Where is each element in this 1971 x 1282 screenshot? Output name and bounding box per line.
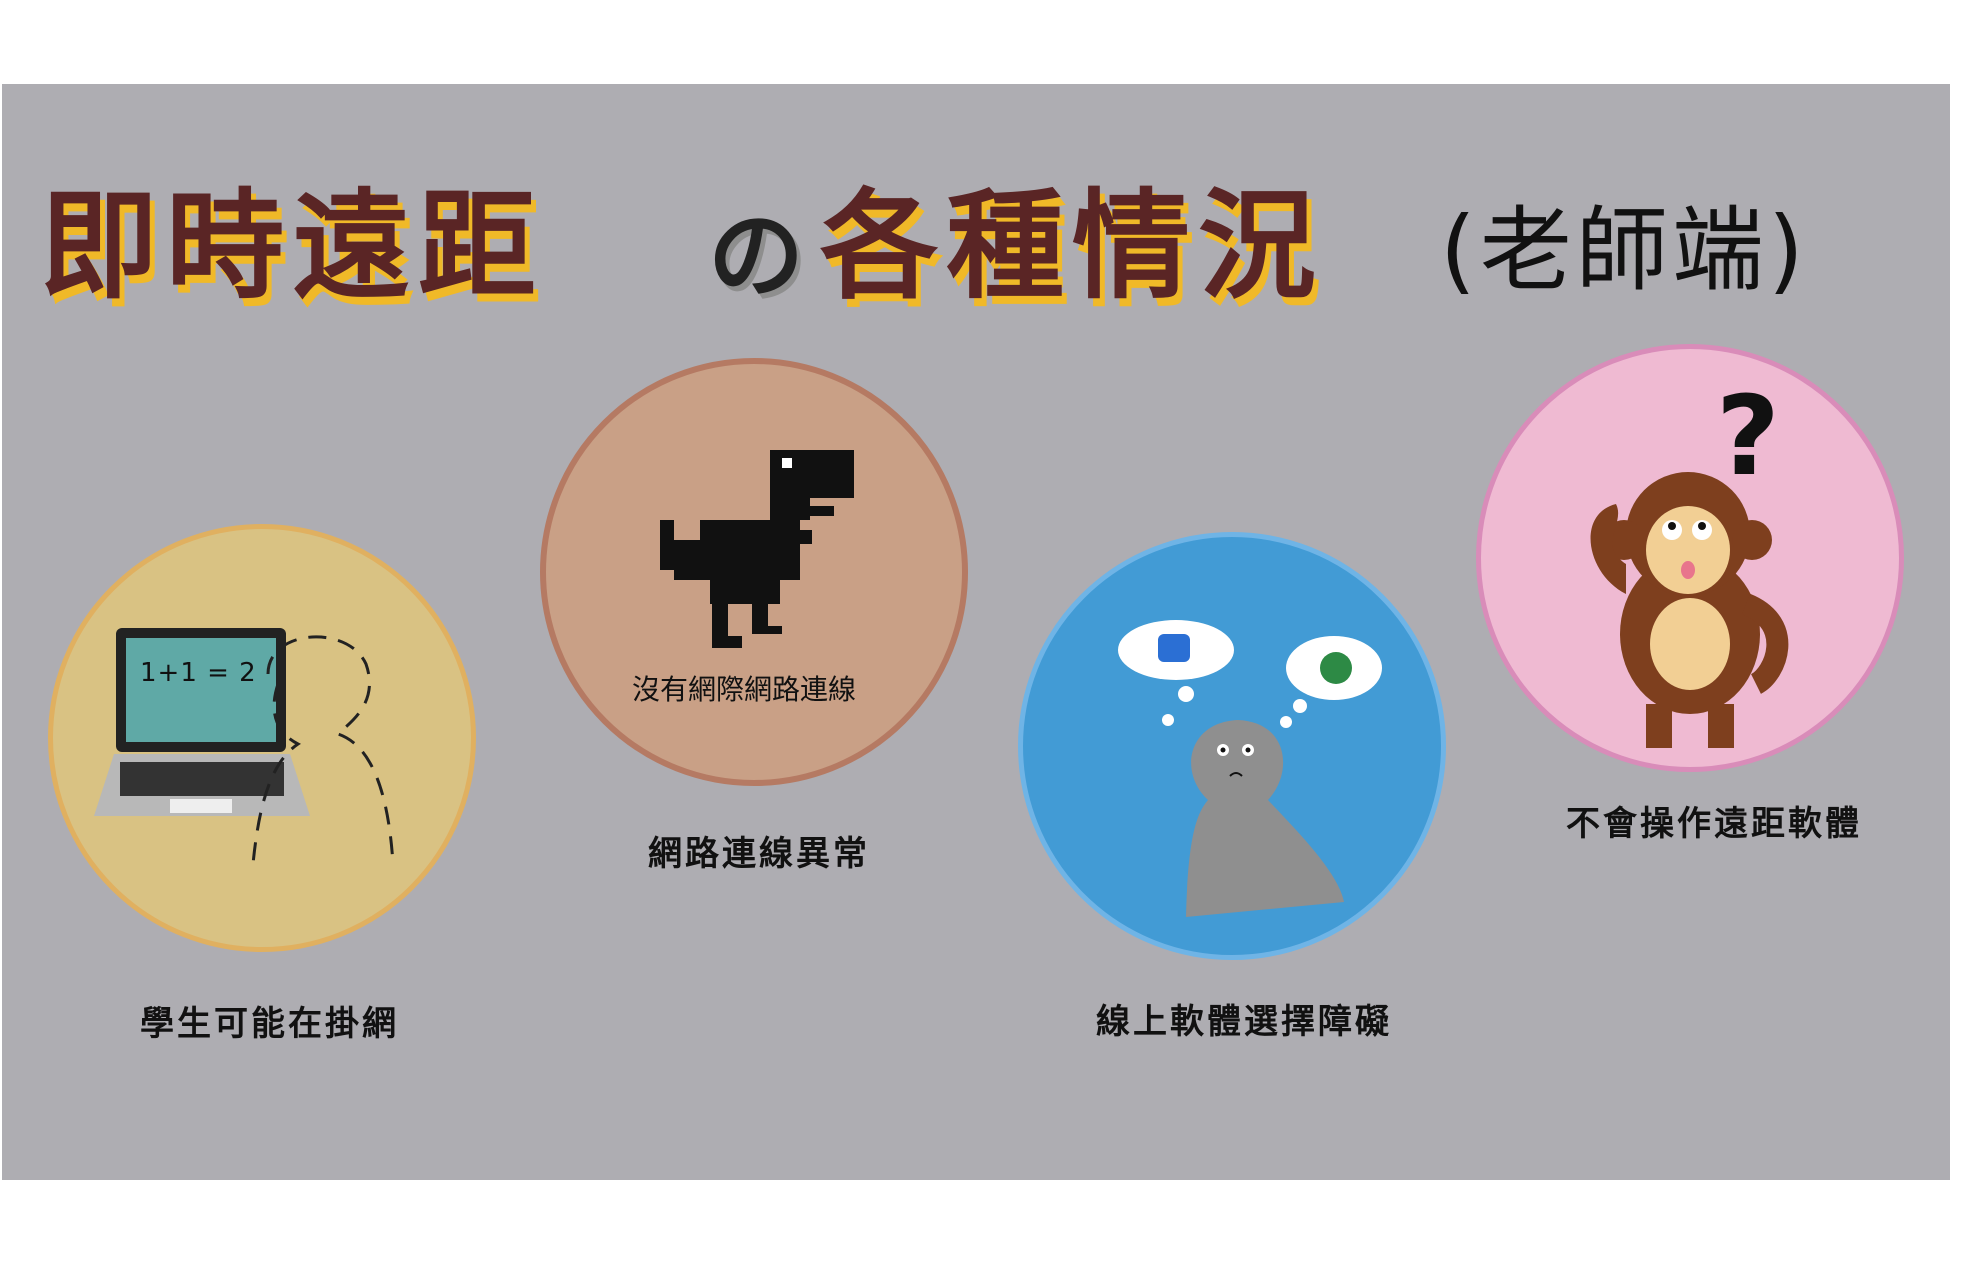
title-particle: の [708, 200, 804, 312]
caption-cant-operate: 不會操作遠距軟體 [1566, 804, 1862, 844]
confused-user-illustration [1118, 620, 1382, 917]
offline-message: 沒有網際網路連線 [632, 673, 857, 706]
title-part2: 各種情況 [820, 177, 1325, 315]
laptop-screen-text: 1+1 = 2 [140, 658, 257, 688]
title-subtitle: (老師端) [1440, 197, 1808, 304]
gray-figure [1186, 720, 1344, 917]
offline-dino-icon [660, 450, 854, 648]
title-banner: 即時遠距 の 各種情況 (老師端) [40, 150, 1940, 320]
absent-student-outline [251, 635, 395, 865]
laptop-illustration [94, 628, 395, 865]
confused-monkey-illustration: ? [1590, 372, 1789, 748]
question-mark-icon: ? [1716, 372, 1780, 500]
chat-app-icon [1320, 652, 1352, 684]
caption-app-choice: 線上軟體選擇障礙 [1096, 1002, 1392, 1042]
video-app-icon [1158, 634, 1190, 662]
caption-network-error: 網路連線異常 [648, 834, 870, 874]
title-part1: 即時遠距 [40, 177, 545, 315]
laptop-screen [126, 638, 276, 742]
caption-idle-student: 學生可能在掛網 [140, 1004, 399, 1044]
laptop-trackpad [170, 799, 232, 813]
